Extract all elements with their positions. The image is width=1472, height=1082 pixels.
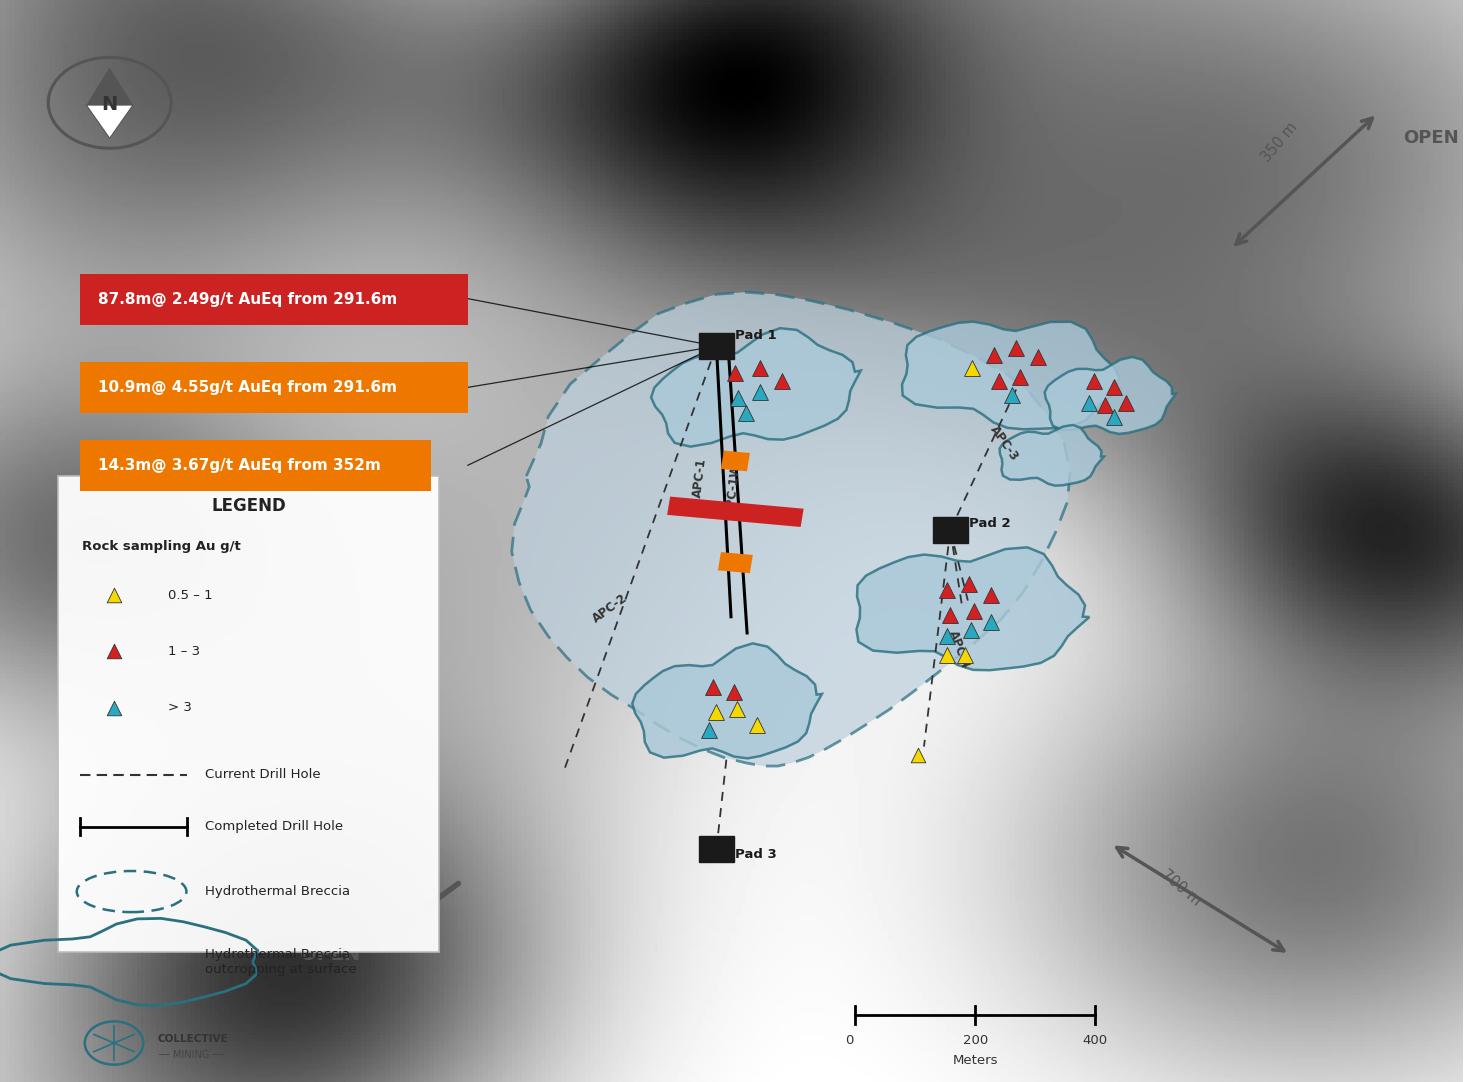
- Text: Meters: Meters: [952, 1054, 998, 1067]
- Text: APC-4: APC-4: [946, 629, 972, 670]
- Text: ── MINING ──: ── MINING ──: [158, 1050, 224, 1060]
- Text: N: N: [102, 95, 118, 115]
- Point: [1026, 348, 1050, 366]
- Point: [745, 716, 768, 734]
- Text: COLLECTIVE: COLLECTIVE: [158, 1033, 228, 1044]
- Polygon shape: [651, 328, 861, 447]
- Text: APC-1: APC-1: [692, 458, 710, 499]
- Point: [936, 581, 960, 598]
- Point: [1103, 379, 1126, 396]
- Text: OPEN: OPEN: [1403, 130, 1459, 147]
- Text: 700 m: 700 m: [1158, 867, 1204, 909]
- Point: [735, 405, 758, 422]
- Polygon shape: [87, 105, 132, 138]
- Polygon shape: [1045, 357, 1176, 434]
- Text: 350 m: 350 m: [1259, 119, 1300, 164]
- Polygon shape: [87, 67, 132, 105]
- Text: 87.8m@ 2.49g/t AuEq from 291.6m: 87.8m@ 2.49g/t AuEq from 291.6m: [99, 292, 397, 306]
- Polygon shape: [512, 292, 1070, 766]
- Point: [702, 678, 726, 696]
- Point: [961, 603, 985, 620]
- Text: 1 – 3: 1 – 3: [168, 645, 200, 658]
- Point: [723, 684, 746, 701]
- Text: 14.3m@ 3.67g/t AuEq from 352m: 14.3m@ 3.67g/t AuEq from 352m: [99, 459, 381, 473]
- Point: [705, 703, 729, 721]
- Polygon shape: [633, 644, 821, 758]
- Point: [102, 586, 125, 604]
- Point: [986, 372, 1010, 390]
- Point: [698, 722, 721, 739]
- Point: [954, 646, 977, 663]
- Point: [982, 346, 1005, 364]
- Text: Pad 1: Pad 1: [736, 329, 777, 342]
- Text: 400: 400: [1082, 1034, 1107, 1047]
- Text: 200: 200: [963, 1034, 988, 1047]
- Point: [979, 613, 1002, 631]
- Bar: [81, 440, 431, 491]
- Polygon shape: [999, 425, 1104, 486]
- Text: Pad 3: Pad 3: [736, 848, 777, 861]
- Text: > 3: > 3: [168, 701, 191, 714]
- Point: [957, 576, 980, 593]
- Point: [726, 700, 749, 717]
- Text: Hydrothermal Breccia: Hydrothermal Breccia: [205, 885, 350, 898]
- Text: APC-1W: APC-1W: [724, 462, 743, 516]
- Text: Current Drill Hole: Current Drill Hole: [205, 768, 321, 781]
- Bar: [81, 274, 468, 325]
- Bar: [699, 333, 735, 359]
- Text: 0: 0: [845, 1034, 854, 1047]
- Text: Completed Drill Hole: Completed Drill Hole: [205, 820, 343, 833]
- Text: 0.5 – 1: 0.5 – 1: [168, 589, 213, 602]
- Point: [1094, 396, 1117, 413]
- Point: [770, 372, 793, 390]
- Point: [936, 646, 960, 663]
- Point: [1004, 340, 1027, 357]
- Text: Rock sampling Au g/t: Rock sampling Au g/t: [82, 540, 240, 553]
- Point: [907, 747, 930, 764]
- Text: APC-3: APC-3: [988, 424, 1022, 463]
- Point: [960, 359, 983, 377]
- Point: [102, 699, 125, 716]
- Text: Pad 2: Pad 2: [969, 517, 1011, 530]
- Point: [724, 365, 748, 382]
- Point: [979, 586, 1002, 604]
- Point: [958, 621, 982, 638]
- Bar: [59, 476, 439, 952]
- Point: [1008, 368, 1032, 385]
- Polygon shape: [857, 547, 1089, 670]
- Point: [748, 383, 771, 400]
- Point: [1103, 408, 1126, 425]
- Point: [936, 628, 960, 645]
- Text: LEGEND: LEGEND: [210, 498, 286, 515]
- Point: [1082, 372, 1105, 390]
- Point: [999, 386, 1023, 404]
- Bar: [718, 552, 752, 573]
- Bar: [667, 497, 804, 527]
- Text: OPEN: OPEN: [300, 945, 361, 964]
- Point: [939, 606, 963, 623]
- Bar: [933, 517, 969, 543]
- Point: [102, 643, 125, 660]
- Point: [1114, 394, 1138, 411]
- Text: Hydrothermal Breccia
outcropping at surface: Hydrothermal Breccia outcropping at surf…: [205, 948, 356, 976]
- Point: [727, 390, 751, 407]
- Bar: [721, 450, 749, 472]
- Polygon shape: [902, 321, 1122, 430]
- Text: 10.9m@ 4.55g/t AuEq from 291.6m: 10.9m@ 4.55g/t AuEq from 291.6m: [99, 381, 397, 395]
- Text: APC-2: APC-2: [590, 591, 630, 625]
- Point: [1078, 394, 1101, 411]
- Bar: [699, 836, 735, 862]
- Point: [748, 359, 771, 377]
- Bar: [81, 362, 468, 413]
